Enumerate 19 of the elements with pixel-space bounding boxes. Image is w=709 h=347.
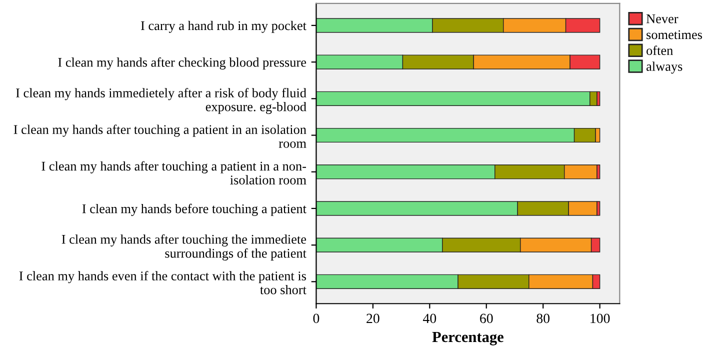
y-tick-label: I carry a hand rub in my pocket	[141, 20, 306, 33]
x-tick-label: 100	[590, 314, 610, 324]
y-tick-label: I clean my hands before touching a patient	[82, 204, 306, 216]
legend-label: often	[646, 46, 673, 56]
x-tick-label: 80	[536, 314, 550, 324]
y-tick-label: I clean my hands after touching the immediete surroundings of the patient	[62, 234, 306, 260]
y-tick-label: I clean my hands immedietely after a risk of body fluid exposure. eg-blood	[16, 88, 306, 114]
x-tick-label: 60	[480, 314, 493, 324]
y-tick-label: I clean my hands even if the contact with the patient is too short	[19, 271, 306, 294]
y-tick-label: I clean my hands after touching a patient in an isolation room	[14, 124, 306, 148]
legend-label: Never	[646, 14, 678, 24]
x-axis-title: Percentage	[432, 332, 504, 346]
y-tick-label: I clean my hands after checking blood pressure	[58, 57, 306, 70]
legend-label: sometimes	[646, 30, 702, 40]
x-tick-label: 20	[366, 314, 380, 324]
x-tick-label: 0	[313, 314, 320, 324]
y-tick-label: I clean my hands after touching a patient in a non- isolation room	[42, 161, 306, 184]
legend-label: always	[646, 62, 682, 74]
x-tick-label: 40	[422, 314, 436, 324]
